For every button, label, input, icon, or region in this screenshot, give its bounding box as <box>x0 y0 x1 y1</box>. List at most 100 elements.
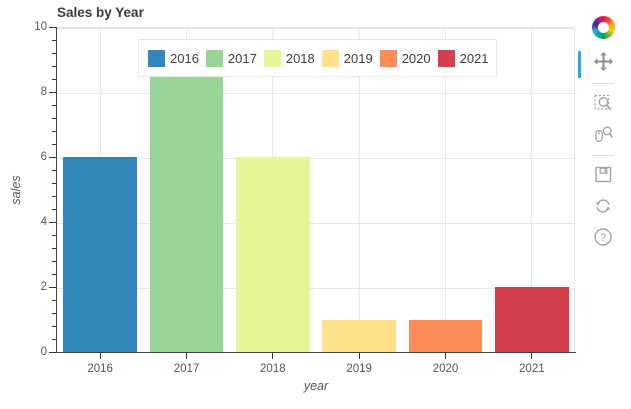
y-minor-tick <box>52 143 56 145</box>
gridline-horizontal <box>57 27 574 29</box>
gridline-horizontal <box>57 92 574 94</box>
x-axis-label: year <box>303 379 329 393</box>
y-minor-tick <box>52 312 56 314</box>
legend: 2016 2017 2018 2019 2020 2021 <box>138 39 497 77</box>
chart-title: Sales by Year <box>57 5 144 20</box>
x-tick-label: 2017 <box>173 363 200 375</box>
active-tool-indicator <box>578 51 581 78</box>
legend-item: 2016 <box>148 49 199 67</box>
wheel-zoom-tool-button[interactable] <box>589 122 617 148</box>
y-minor-tick <box>52 65 56 67</box>
legend-item: 2018 <box>263 49 315 67</box>
bar-2017 <box>149 75 224 352</box>
y-minor-tick <box>52 260 56 262</box>
y-major-tick <box>49 286 56 288</box>
y-axis-line <box>56 27 57 352</box>
bar-2019 <box>322 319 396 352</box>
toolbar-separator <box>592 155 614 156</box>
legend-swatch <box>205 49 223 67</box>
gridline-vertical <box>445 28 446 352</box>
y-minor-tick <box>52 208 56 210</box>
y-tick-label: 8 <box>40 86 47 98</box>
floppy-disk-icon <box>593 164 614 188</box>
bokeh-toolbar: ? <box>582 16 624 251</box>
legend-label: 2019 <box>343 50 373 66</box>
y-minor-tick <box>52 299 56 301</box>
legend-swatch <box>321 49 339 67</box>
x-tick-label: 2018 <box>260 363 286 375</box>
y-minor-tick <box>52 117 56 119</box>
y-major-tick <box>49 351 56 353</box>
gridline-horizontal <box>57 287 574 289</box>
x-major-tick <box>445 353 446 359</box>
y-tick-label: 6 <box>40 151 47 163</box>
bar-2021 <box>495 287 569 352</box>
y-major-tick <box>49 91 56 93</box>
x-tick-label: 2020 <box>432 363 459 375</box>
gridline-vertical <box>531 28 533 352</box>
y-minor-tick <box>52 52 56 54</box>
question-mark-icon: ? <box>593 227 613 250</box>
x-major-tick <box>531 353 533 359</box>
y-minor-tick <box>52 234 56 236</box>
gridline-vertical <box>358 28 360 352</box>
x-major-tick <box>272 353 274 359</box>
y-tick-label: 10 <box>34 21 47 33</box>
y-tick-label: 0 <box>40 346 47 358</box>
x-axis-line <box>56 352 576 353</box>
wheel-zoom-magnifier-icon <box>593 124 614 147</box>
legend-label: 2021 <box>459 50 489 66</box>
y-minor-tick <box>52 247 56 249</box>
legend-label: 2016 <box>170 50 199 66</box>
y-major-tick <box>49 26 56 28</box>
bar-2016 <box>63 157 137 352</box>
plot-area[interactable] <box>57 27 575 352</box>
legend-swatch <box>263 49 281 67</box>
y-minor-tick <box>52 195 56 197</box>
pan-move-icon <box>593 51 614 75</box>
x-tick-label: 2021 <box>519 363 545 375</box>
legend-swatch <box>148 49 165 67</box>
y-tick-label: 2 <box>40 281 47 293</box>
bar-2018 <box>236 157 310 352</box>
y-axis-label: sales <box>9 175 23 205</box>
pan-tool-button[interactable] <box>589 50 617 76</box>
y-minor-tick <box>52 325 56 327</box>
x-major-tick <box>358 353 360 359</box>
refresh-arrows-icon <box>593 196 613 219</box>
legend-swatch <box>379 49 397 67</box>
y-tick-label: 4 <box>40 216 47 228</box>
y-minor-tick <box>52 130 56 132</box>
x-major-tick <box>99 353 101 359</box>
reset-tool-button[interactable] <box>589 194 617 220</box>
y-minor-tick <box>52 78 56 80</box>
y-minor-tick <box>52 273 56 275</box>
legend-item: 2017 <box>205 49 257 67</box>
legend-label: 2020 <box>401 50 431 66</box>
toolbar-separator <box>592 83 614 84</box>
save-tool-button[interactable] <box>589 163 617 189</box>
legend-item: 2019 <box>321 49 373 67</box>
y-minor-tick <box>52 104 56 106</box>
legend-item: 2020 <box>379 49 431 67</box>
y-minor-tick <box>52 169 56 171</box>
box-zoom-magnifier-icon <box>593 93 613 116</box>
x-tick-label: 2016 <box>87 363 113 375</box>
box-zoom-tool-button[interactable] <box>589 91 617 117</box>
help-tool-button[interactable]: ? <box>589 225 617 251</box>
svg-text:?: ? <box>600 232 606 244</box>
bar-2020 <box>408 319 483 352</box>
bokeh-logo[interactable] <box>591 16 615 39</box>
legend-item: 2021 <box>437 49 489 67</box>
legend-label: 2018 <box>285 50 315 66</box>
gridline-horizontal <box>57 157 574 159</box>
y-minor-tick <box>52 182 56 184</box>
legend-swatch <box>437 49 455 67</box>
y-major-tick <box>49 221 56 223</box>
legend-label: 2017 <box>227 50 257 66</box>
x-major-tick <box>186 353 187 359</box>
gridline-horizontal <box>57 222 574 224</box>
bokeh-logo-icon <box>591 16 615 39</box>
y-minor-tick <box>52 39 56 41</box>
